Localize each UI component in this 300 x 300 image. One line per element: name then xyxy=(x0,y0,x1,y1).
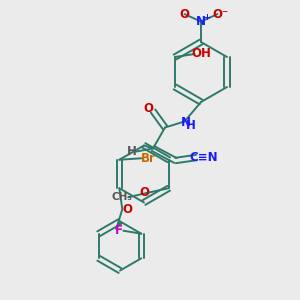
Text: O: O xyxy=(140,186,150,199)
Text: CH₃: CH₃ xyxy=(111,192,132,202)
Text: N: N xyxy=(196,15,206,28)
Text: O⁻: O⁻ xyxy=(212,8,229,21)
Text: +: + xyxy=(203,14,210,22)
Text: N: N xyxy=(181,116,191,130)
Text: OH: OH xyxy=(191,47,211,61)
Text: C≡N: C≡N xyxy=(190,151,218,164)
Text: O: O xyxy=(179,8,190,21)
Text: O: O xyxy=(123,203,133,216)
Text: H: H xyxy=(186,119,196,132)
Text: F: F xyxy=(115,224,123,237)
Text: H: H xyxy=(127,145,137,158)
Text: Br: Br xyxy=(141,152,156,165)
Text: O: O xyxy=(143,101,154,115)
